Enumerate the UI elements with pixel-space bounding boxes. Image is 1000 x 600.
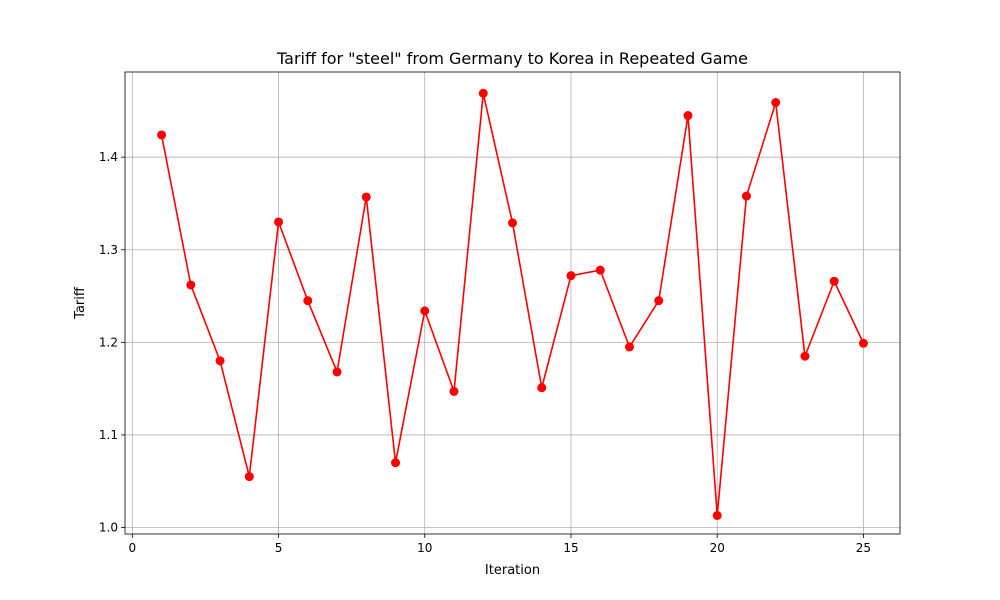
- data-point: [683, 111, 693, 121]
- y-axis-label: Tariff: [73, 286, 88, 320]
- y-tick-label: 1.4: [99, 150, 118, 164]
- data-point: [654, 296, 664, 306]
- data-point: [157, 130, 167, 140]
- data-point: [741, 191, 751, 201]
- data-point: [800, 351, 810, 361]
- x-tick-label: 0: [128, 541, 136, 555]
- data-point: [624, 342, 634, 352]
- plot-frame: [124, 71, 901, 535]
- series-line-layer: [160, 92, 865, 517]
- data-point: [449, 386, 459, 396]
- y-tick-label: 1.2: [99, 335, 118, 349]
- data-point: [712, 510, 722, 520]
- y-tick-label: 1.3: [99, 243, 118, 257]
- data-point: [244, 472, 254, 482]
- x-axis-label: Iteration: [485, 563, 540, 578]
- grid: [125, 72, 900, 534]
- data-point: [829, 276, 839, 286]
- chart-title: Tariff for "steel" from Germany to Korea…: [276, 49, 748, 68]
- data-point: [478, 88, 488, 98]
- x-tick-label: 5: [275, 541, 283, 555]
- y-axis-ticks: 1.0 1.1 1.2 1.3 1.4: [99, 150, 125, 535]
- y-tick-label: 1.0: [99, 521, 118, 535]
- data-point: [361, 192, 371, 202]
- data-point: [391, 458, 401, 468]
- data-point: [508, 218, 517, 228]
- data-point: [274, 217, 284, 227]
- data-point: [420, 306, 430, 316]
- y-tick-label: 1.1: [99, 428, 118, 442]
- x-axis-ticks: 0 5 10 15 20 25: [128, 534, 871, 555]
- data-point: [537, 383, 547, 393]
- data-point: [215, 356, 225, 366]
- x-tick-label: 25: [856, 541, 871, 555]
- data-point: [771, 98, 781, 108]
- x-tick-label: 15: [563, 541, 578, 555]
- data-point: [186, 280, 196, 290]
- data-point: [595, 265, 605, 275]
- data-point: [858, 338, 868, 348]
- x-tick-label: 10: [417, 541, 432, 555]
- data-point: [303, 296, 313, 306]
- data-point: [332, 367, 342, 377]
- x-tick-label: 20: [710, 541, 725, 555]
- data-points: [157, 88, 868, 520]
- data-point: [566, 271, 576, 281]
- series-line: [160, 92, 865, 517]
